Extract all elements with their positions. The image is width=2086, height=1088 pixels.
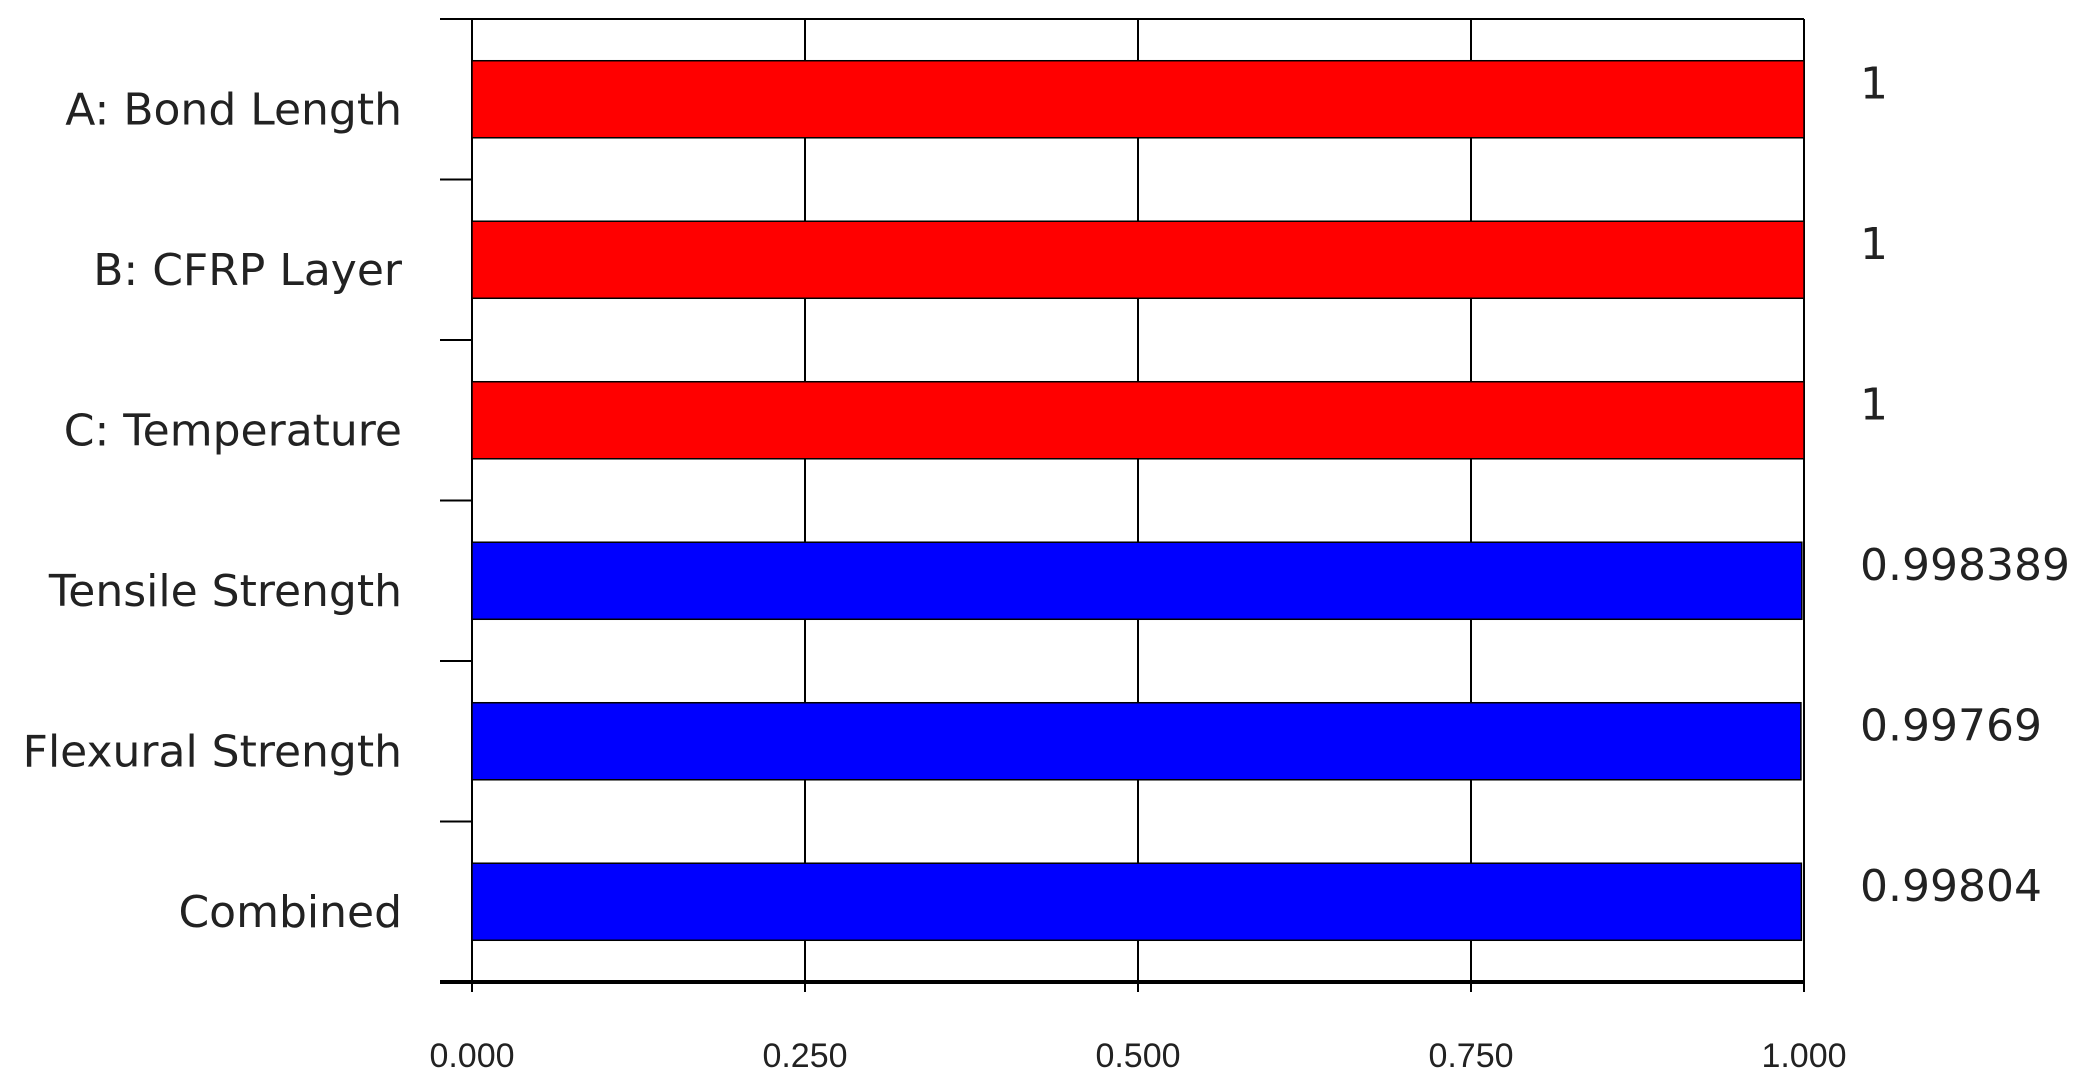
bar [471, 541, 1803, 621]
category-label: A: Bond Length [65, 84, 402, 135]
bar [471, 862, 1803, 942]
x-tick-label: 0.250 [762, 1037, 847, 1075]
bar [471, 220, 1805, 300]
bar [471, 59, 1805, 139]
bar [471, 701, 1802, 781]
value-label: 0.99769 [1860, 700, 2042, 751]
value-label: 0.99804 [1860, 861, 2042, 912]
value-label: 1 [1860, 219, 1888, 270]
category-label: B: CFRP Layer [93, 245, 403, 296]
x-tick-label: 1.000 [1761, 1037, 1846, 1075]
x-tick-label: 0.750 [1428, 1037, 1513, 1075]
category-label: Flexural Strength [23, 726, 402, 777]
value-label: 1 [1860, 58, 1888, 109]
category-label: C: Temperature [64, 405, 402, 456]
x-tick-label: 0.000 [429, 1037, 514, 1075]
x-tick-label: 0.500 [1095, 1037, 1180, 1075]
value-label: 1 [1860, 379, 1888, 430]
category-label: Tensile Strength [48, 566, 402, 617]
value-label: 0.998389 [1860, 540, 2070, 591]
bar [471, 380, 1805, 460]
category-label: Combined [178, 887, 402, 938]
